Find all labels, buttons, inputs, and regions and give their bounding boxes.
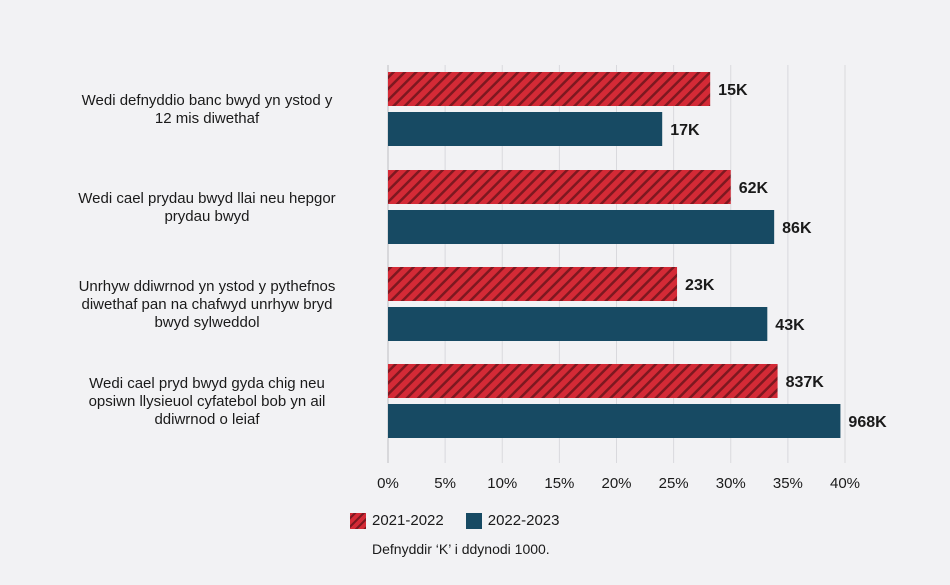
- data-label: 17K: [670, 122, 700, 139]
- category-label: Wedi cael pryd bwyd gyda chig neu: [89, 375, 325, 392]
- legend-label: 2021-2022: [372, 512, 444, 529]
- footnote: Defnyddir ‘K’ i ddynodi 1000.: [372, 541, 550, 557]
- data-label: 86K: [782, 220, 812, 237]
- bar-2021-2022-0: [388, 72, 711, 106]
- category-label: Unrhyw ddiwrnod yn ystod y pythefnos: [79, 278, 336, 295]
- legend-swatch-blue: [465, 512, 482, 529]
- legend-item-2021-2022: 2021-2022: [350, 512, 444, 529]
- category-label: ddiwrnod o leiaf: [154, 411, 260, 428]
- bar-2021-2022-1: [388, 170, 731, 204]
- x-tick-label: 30%: [716, 475, 746, 492]
- bar-2022-2023-3: [388, 404, 841, 438]
- category-label: Wedi defnyddio banc bwyd yn ystod y: [82, 92, 333, 109]
- category-label: 12 mis diwethaf: [155, 110, 260, 127]
- category-label: opsiwn llysieuol cyfatebol bob yn ail: [89, 393, 326, 410]
- data-label: 968K: [848, 414, 887, 431]
- data-label: 43K: [775, 317, 805, 334]
- category-label: prydau bwyd: [164, 208, 249, 225]
- category-label: bwyd sylweddol: [154, 314, 259, 331]
- legend-label: 2022-2023: [487, 512, 560, 529]
- data-label: 837K: [786, 374, 825, 391]
- x-tick-label: 20%: [601, 475, 631, 492]
- category-label: Wedi cael prydau bwyd llai neu hepgor: [78, 190, 335, 207]
- x-tick-label: 25%: [659, 475, 689, 492]
- bar-2022-2023-0: [388, 112, 663, 146]
- bar-2021-2022-3: [388, 364, 778, 398]
- data-label: 15K: [718, 82, 748, 99]
- legend: 2021-2022 2022-2023: [350, 512, 581, 529]
- x-tick-label: 40%: [830, 475, 860, 492]
- legend-swatch-red: [350, 512, 366, 529]
- x-tick-label: 35%: [773, 475, 803, 492]
- x-tick-label: 10%: [487, 475, 517, 492]
- data-label: 62K: [739, 180, 769, 197]
- data-label: 23K: [685, 277, 715, 294]
- x-tick-label: 5%: [434, 475, 456, 492]
- labels: 0% 5% 10% 15% 20% 25% 30% 35% 40% Wedi defnyddio …: [78, 82, 887, 492]
- x-tick-label: 0%: [377, 475, 399, 492]
- x-tick-label: 15%: [544, 475, 574, 492]
- bar-2021-2022-2: [388, 267, 678, 301]
- category-label: diwethaf pan na chafwyd unrhyw bryd: [82, 296, 333, 313]
- bars: [388, 72, 841, 438]
- bar-2022-2023-2: [388, 307, 768, 341]
- bar-2022-2023-1: [388, 210, 775, 244]
- legend-item-2022-2023: 2022-2023: [465, 512, 560, 529]
